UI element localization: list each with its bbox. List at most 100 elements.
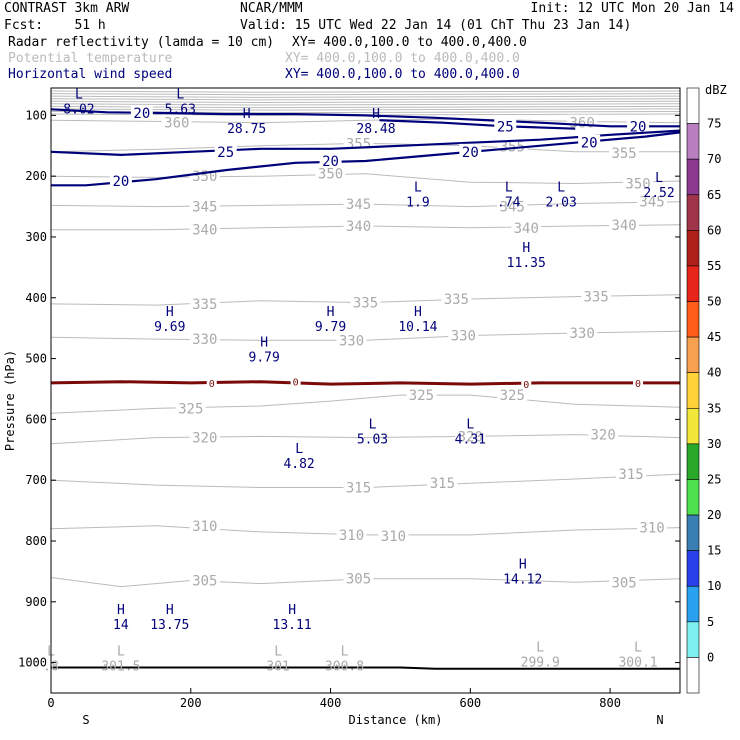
- theta-contour-label: 340: [611, 218, 636, 234]
- terrain-line: [51, 666, 680, 670]
- theta-label-bg: [189, 221, 220, 236]
- theta-label-bg: [189, 572, 220, 587]
- theta-label-bg: [189, 429, 220, 444]
- theta-contour-label: 335: [583, 290, 608, 306]
- page-header: CONTRAST 3km ARW NCAR/MMM Init: 12 UTC M…: [0, 0, 740, 84]
- theta-contour-label: 325: [178, 401, 203, 417]
- terrain-surface: [51, 666, 680, 670]
- zero-contour-label: 0: [523, 380, 529, 391]
- wind-contour-label: 20: [581, 136, 598, 152]
- theta-contour-label: 345: [346, 197, 371, 213]
- colorbar-swatch: [686, 336, 700, 374]
- theta-contour-label: 345: [639, 195, 664, 211]
- colorbar-label: 65: [707, 188, 721, 202]
- extremum-letter: L: [557, 180, 565, 195]
- extremum-value: 1.9: [406, 195, 429, 210]
- theta-stack-line: [50, 95, 681, 98]
- init-time: Init: 12 UTC Mon 20 Jan 14: [530, 1, 735, 16]
- y-tick-label: 200: [25, 169, 47, 183]
- theta-contour-label: 335: [444, 292, 469, 308]
- plot-frame: [50, 87, 681, 694]
- extremum-value: 9.79: [315, 320, 346, 335]
- theta-contour-label: 305: [611, 575, 636, 591]
- theta-label-bg: [455, 428, 486, 443]
- extremum-letter: L: [466, 418, 474, 433]
- theta-contour-label: 355: [346, 136, 371, 152]
- theta-contour-label: 325: [500, 388, 525, 404]
- colorbar-swatch: [686, 87, 700, 124]
- theta-stack-line: [50, 108, 681, 111]
- zero-dbz-line: [50, 380, 680, 386]
- theta-label-bg: [497, 198, 528, 213]
- colorbar-swatch: [686, 123, 700, 160]
- theta-contour-label: 360: [164, 116, 189, 132]
- extremum-letter: H: [260, 335, 268, 350]
- extremum-value: 299.9: [521, 656, 560, 671]
- extremum-letter: L: [655, 171, 663, 186]
- theta-label-bg: [609, 145, 640, 160]
- colorbar-label: 75: [707, 117, 721, 131]
- extremum-value: 4.82: [283, 457, 314, 472]
- theta-label-bg: [448, 327, 479, 342]
- colorbar-swatch: [686, 407, 700, 445]
- colorbar-label: 40: [707, 366, 721, 380]
- extremum-letter: L: [341, 644, 349, 659]
- extremum-value: 10.14: [398, 320, 437, 335]
- theta-label-bg: [175, 400, 206, 415]
- y-tick-label: 300: [25, 230, 47, 244]
- extremum-value: 4.31: [455, 433, 486, 448]
- extremum-value: 14.12: [503, 572, 542, 587]
- colorbar-label: 15: [707, 544, 721, 558]
- theta-label-bg: [497, 387, 528, 402]
- extremum-value: 5.63: [165, 102, 196, 117]
- theta-label-bg: [637, 519, 668, 534]
- theta-contour-label: 310: [339, 528, 364, 544]
- colorbar-label: 50: [707, 295, 721, 309]
- theta-contour-label: 330: [192, 332, 217, 348]
- extremum-value: 301.5: [101, 659, 140, 674]
- colorbar-label: 70: [707, 152, 721, 166]
- theta-stack-line: [50, 105, 681, 109]
- extremum-letter: L: [505, 180, 513, 195]
- theta-contour-label: 355: [611, 146, 636, 162]
- theta-contour-label: 340: [346, 219, 371, 235]
- field-name-wind: Horizontal wind speed: [8, 67, 173, 82]
- zero-label-bg: [633, 377, 644, 388]
- extremum-value: 28.75: [227, 122, 266, 137]
- colorbar-swatch: [686, 301, 700, 338]
- colorbar-label: 5: [707, 615, 714, 629]
- theta-label-bg: [581, 288, 612, 303]
- theta-contour-label: 345: [192, 200, 217, 216]
- theta-contour-label: 305: [346, 572, 371, 588]
- colorbar-swatch: [686, 514, 700, 551]
- field-xy-theta: XY= 400.0,100.0 to 400.0,400.0: [285, 51, 520, 66]
- theta-label-bg: [189, 295, 220, 310]
- wind-label-bg: [459, 143, 482, 159]
- wind-contours: 20 20 25 25 20 20 20 20: [50, 104, 681, 190]
- theta-contour-label: 305: [192, 574, 217, 590]
- model-title: CONTRAST 3km ARW: [4, 1, 130, 16]
- theta-label-bg: [189, 517, 220, 532]
- wind-label-bg: [214, 143, 237, 159]
- theta-label-bg: [427, 475, 458, 490]
- theta-contour: [50, 394, 681, 414]
- y-tick-label: 500: [25, 352, 47, 366]
- zero-contour-label: 0: [209, 379, 215, 390]
- upper-theta-stack: [50, 90, 681, 116]
- zero-label-bg: [290, 376, 301, 387]
- theta-label-bg: [336, 526, 367, 541]
- center-name: NCAR/MMM: [240, 1, 303, 16]
- colorbar-label: 0: [707, 650, 714, 664]
- extremum-value: 14: [113, 618, 129, 633]
- colorbar-label: 45: [707, 330, 721, 344]
- colorbar-swatch: [686, 265, 700, 302]
- theta-contour-label: 320: [590, 428, 615, 444]
- wind-contour: [379, 119, 576, 130]
- x-tick-label: 0: [47, 696, 54, 710]
- y-tick-label: 1000: [18, 656, 47, 670]
- wind-label-bg: [578, 134, 601, 150]
- extremum-value: 2.52: [643, 186, 674, 201]
- zero-label-bg: [521, 379, 532, 390]
